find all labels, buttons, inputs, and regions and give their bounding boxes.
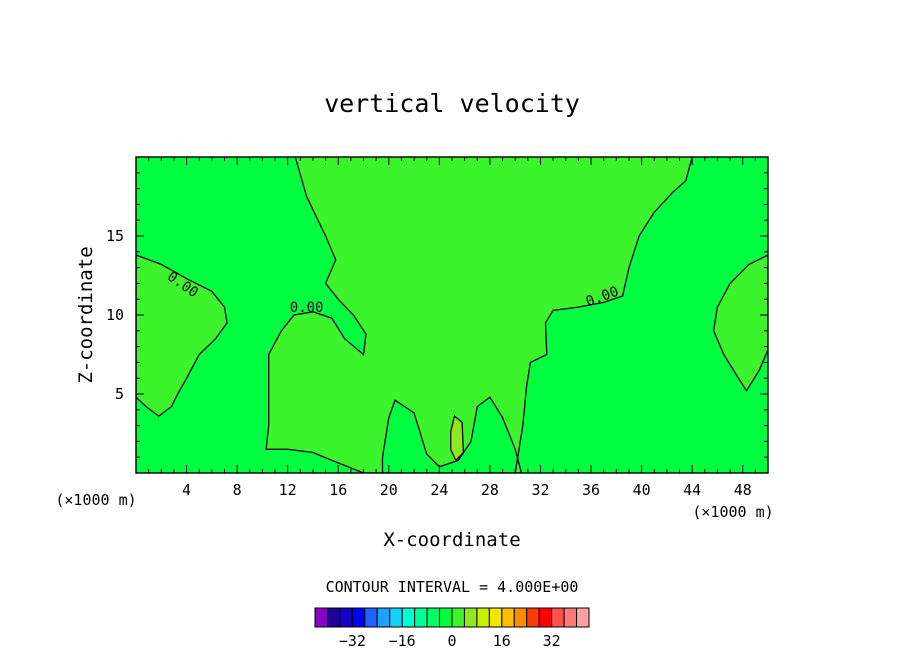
x-tick-label: 16: [329, 481, 347, 499]
colorbar-swatch: [376, 607, 391, 628]
contour-label: 0.00: [290, 300, 324, 316]
colorbar-swatch: [451, 607, 465, 628]
contour-central-updraft-region: [265, 157, 693, 473]
contour-updraft-core: [450, 414, 465, 462]
x-tick-label: 8: [233, 481, 242, 499]
central-region-fill: [266, 157, 693, 473]
x-unit-left: (×1000 m): [55, 491, 136, 509]
colorbar-swatch: [339, 607, 353, 628]
x-tick-label: 12: [279, 481, 297, 499]
colorbar-swatch: [563, 607, 578, 628]
contour-left-lobe: [136, 254, 228, 417]
colorbar-tick-label: −32: [339, 632, 366, 650]
colorbar-swatch: [538, 607, 553, 628]
colorbar-tick-label: 16: [493, 632, 511, 650]
colorbar-swatch: [426, 607, 441, 628]
y-axis-label: Z-coordinate: [75, 246, 97, 383]
colorbar-swatch: [526, 607, 540, 628]
x-tick-label: 28: [481, 481, 499, 499]
colorbar: −32 −16 0 16 32: [314, 607, 590, 650]
y-tick-label: 10: [106, 306, 124, 324]
colorbar-swatch: [488, 607, 503, 628]
x-tick-label: 20: [380, 481, 398, 499]
y-tick-label: 5: [115, 385, 124, 403]
x-tick-label: 40: [633, 481, 651, 499]
y-tick-label: 15: [106, 227, 124, 245]
colorbar-tick-label: −16: [389, 632, 416, 650]
x-axis-label: X-coordinate: [383, 529, 520, 551]
colorbar-swatch: [576, 607, 590, 628]
colorbar-swatch: [389, 607, 403, 628]
colorbar-swatch: [351, 607, 366, 628]
colorbar-swatch: [401, 607, 416, 628]
x-tick-label: 24: [430, 481, 448, 499]
y-axis: 5 10 15: [106, 172, 768, 458]
x-tick-label: 32: [531, 481, 549, 499]
colorbar-swatch: [326, 607, 341, 628]
colorbar-swatch: [364, 607, 378, 628]
colorbar-tick-label: 32: [543, 632, 561, 650]
x-tick-label: 4: [182, 481, 191, 499]
plot-area: 0.000.00 0.00: [135, 156, 769, 474]
colorbar-swatch: [463, 607, 478, 628]
colorbar-tick-label: 0: [447, 632, 456, 650]
x-tick-label: 48: [734, 481, 752, 499]
colorbar-swatch: [439, 607, 453, 628]
colorbar-swatch: [551, 607, 565, 628]
chart-title: vertical velocity: [324, 89, 580, 118]
x-axis: 4 8 12 16 20 24 28 32 36 40 44 48: [148, 157, 756, 499]
contour-interval-text: CONTOUR INTERVAL = 4.000E+00: [326, 578, 579, 596]
x-unit-right: (×1000 m): [692, 503, 773, 521]
x-tick-label: 36: [582, 481, 600, 499]
colorbar-swatch: [314, 607, 328, 628]
colorbar-swatch: [414, 607, 428, 628]
colorbar-swatch: [476, 607, 490, 628]
colorbar-swatch: [501, 607, 515, 628]
contour-right-lobe: [712, 254, 768, 393]
colorbar-swatch: [513, 607, 528, 628]
x-tick-label: 44: [683, 481, 701, 499]
